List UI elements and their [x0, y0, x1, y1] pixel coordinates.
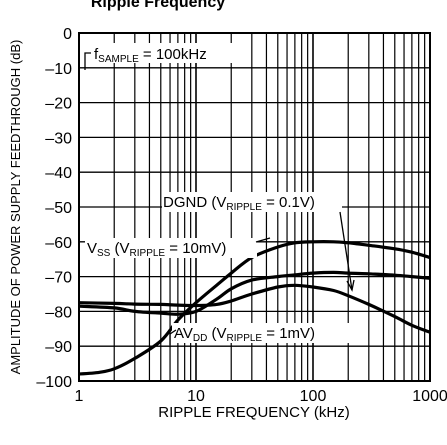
annotation-dgnd: DGND (VRIPPLE = 0.1V): [163, 194, 315, 213]
y-tick-labels: 0 –10 –20 –30 –40 –50 –60 –70 –80 –90 –100: [36, 26, 72, 391]
leader-fsample: [84, 52, 91, 70]
y-tick-label: –40: [45, 165, 72, 182]
y-axis-label: AMPLITUDE OF POWER SUPPLY FEEDTHROUGH (d…: [8, 40, 23, 375]
x-tick-label: 1000: [412, 388, 447, 405]
chart-title: Ripple Frequency: [91, 0, 225, 11]
y-tick-label: –50: [45, 200, 72, 217]
y-tick-label: 0: [63, 26, 72, 43]
series-lines: [78, 240, 431, 376]
y-tick-label: –80: [45, 304, 72, 321]
leader-vss: [255, 237, 271, 243]
x-tick-label: 10: [187, 388, 205, 405]
y-tick-label: –20: [45, 96, 72, 113]
x-tick-label: 1: [75, 388, 84, 405]
series-line-dgnd: [78, 283, 431, 334]
annotation-vss-bg: [85, 238, 257, 258]
annotation-fsample-bg: [91, 43, 233, 63]
y-tick-label: –10: [45, 61, 72, 78]
y-tick-label: –30: [45, 130, 72, 147]
x-tick-labels: 1 10 100 1000: [75, 388, 447, 405]
annotation-vss: VSS (VRIPPLE = 10mV): [87, 240, 226, 259]
leader-avdd: [169, 329, 177, 345]
x-axis-label: RIPPLE FREQUENCY (kHz): [158, 404, 349, 421]
leader-dgnd: [339, 211, 353, 291]
series-line-vss: [78, 270, 431, 316]
y-tick-label: –100: [36, 374, 72, 391]
annotation-dgnd-bg: [162, 192, 342, 212]
annotation-fsample: fSAMPLE = 100kHz: [94, 46, 207, 65]
plot-frame: [78, 32, 431, 382]
y-tick-label: –90: [45, 339, 72, 356]
leader-dgnd-arrow: [346, 279, 355, 292]
x-tick-label: 100: [300, 388, 327, 405]
annotation-avdd: AVDD (VRIPPLE = 1mV): [174, 325, 315, 344]
y-tick-label: –70: [45, 270, 72, 287]
annotation-avdd-bg: [172, 323, 350, 343]
y-tick-label: –60: [45, 235, 72, 252]
